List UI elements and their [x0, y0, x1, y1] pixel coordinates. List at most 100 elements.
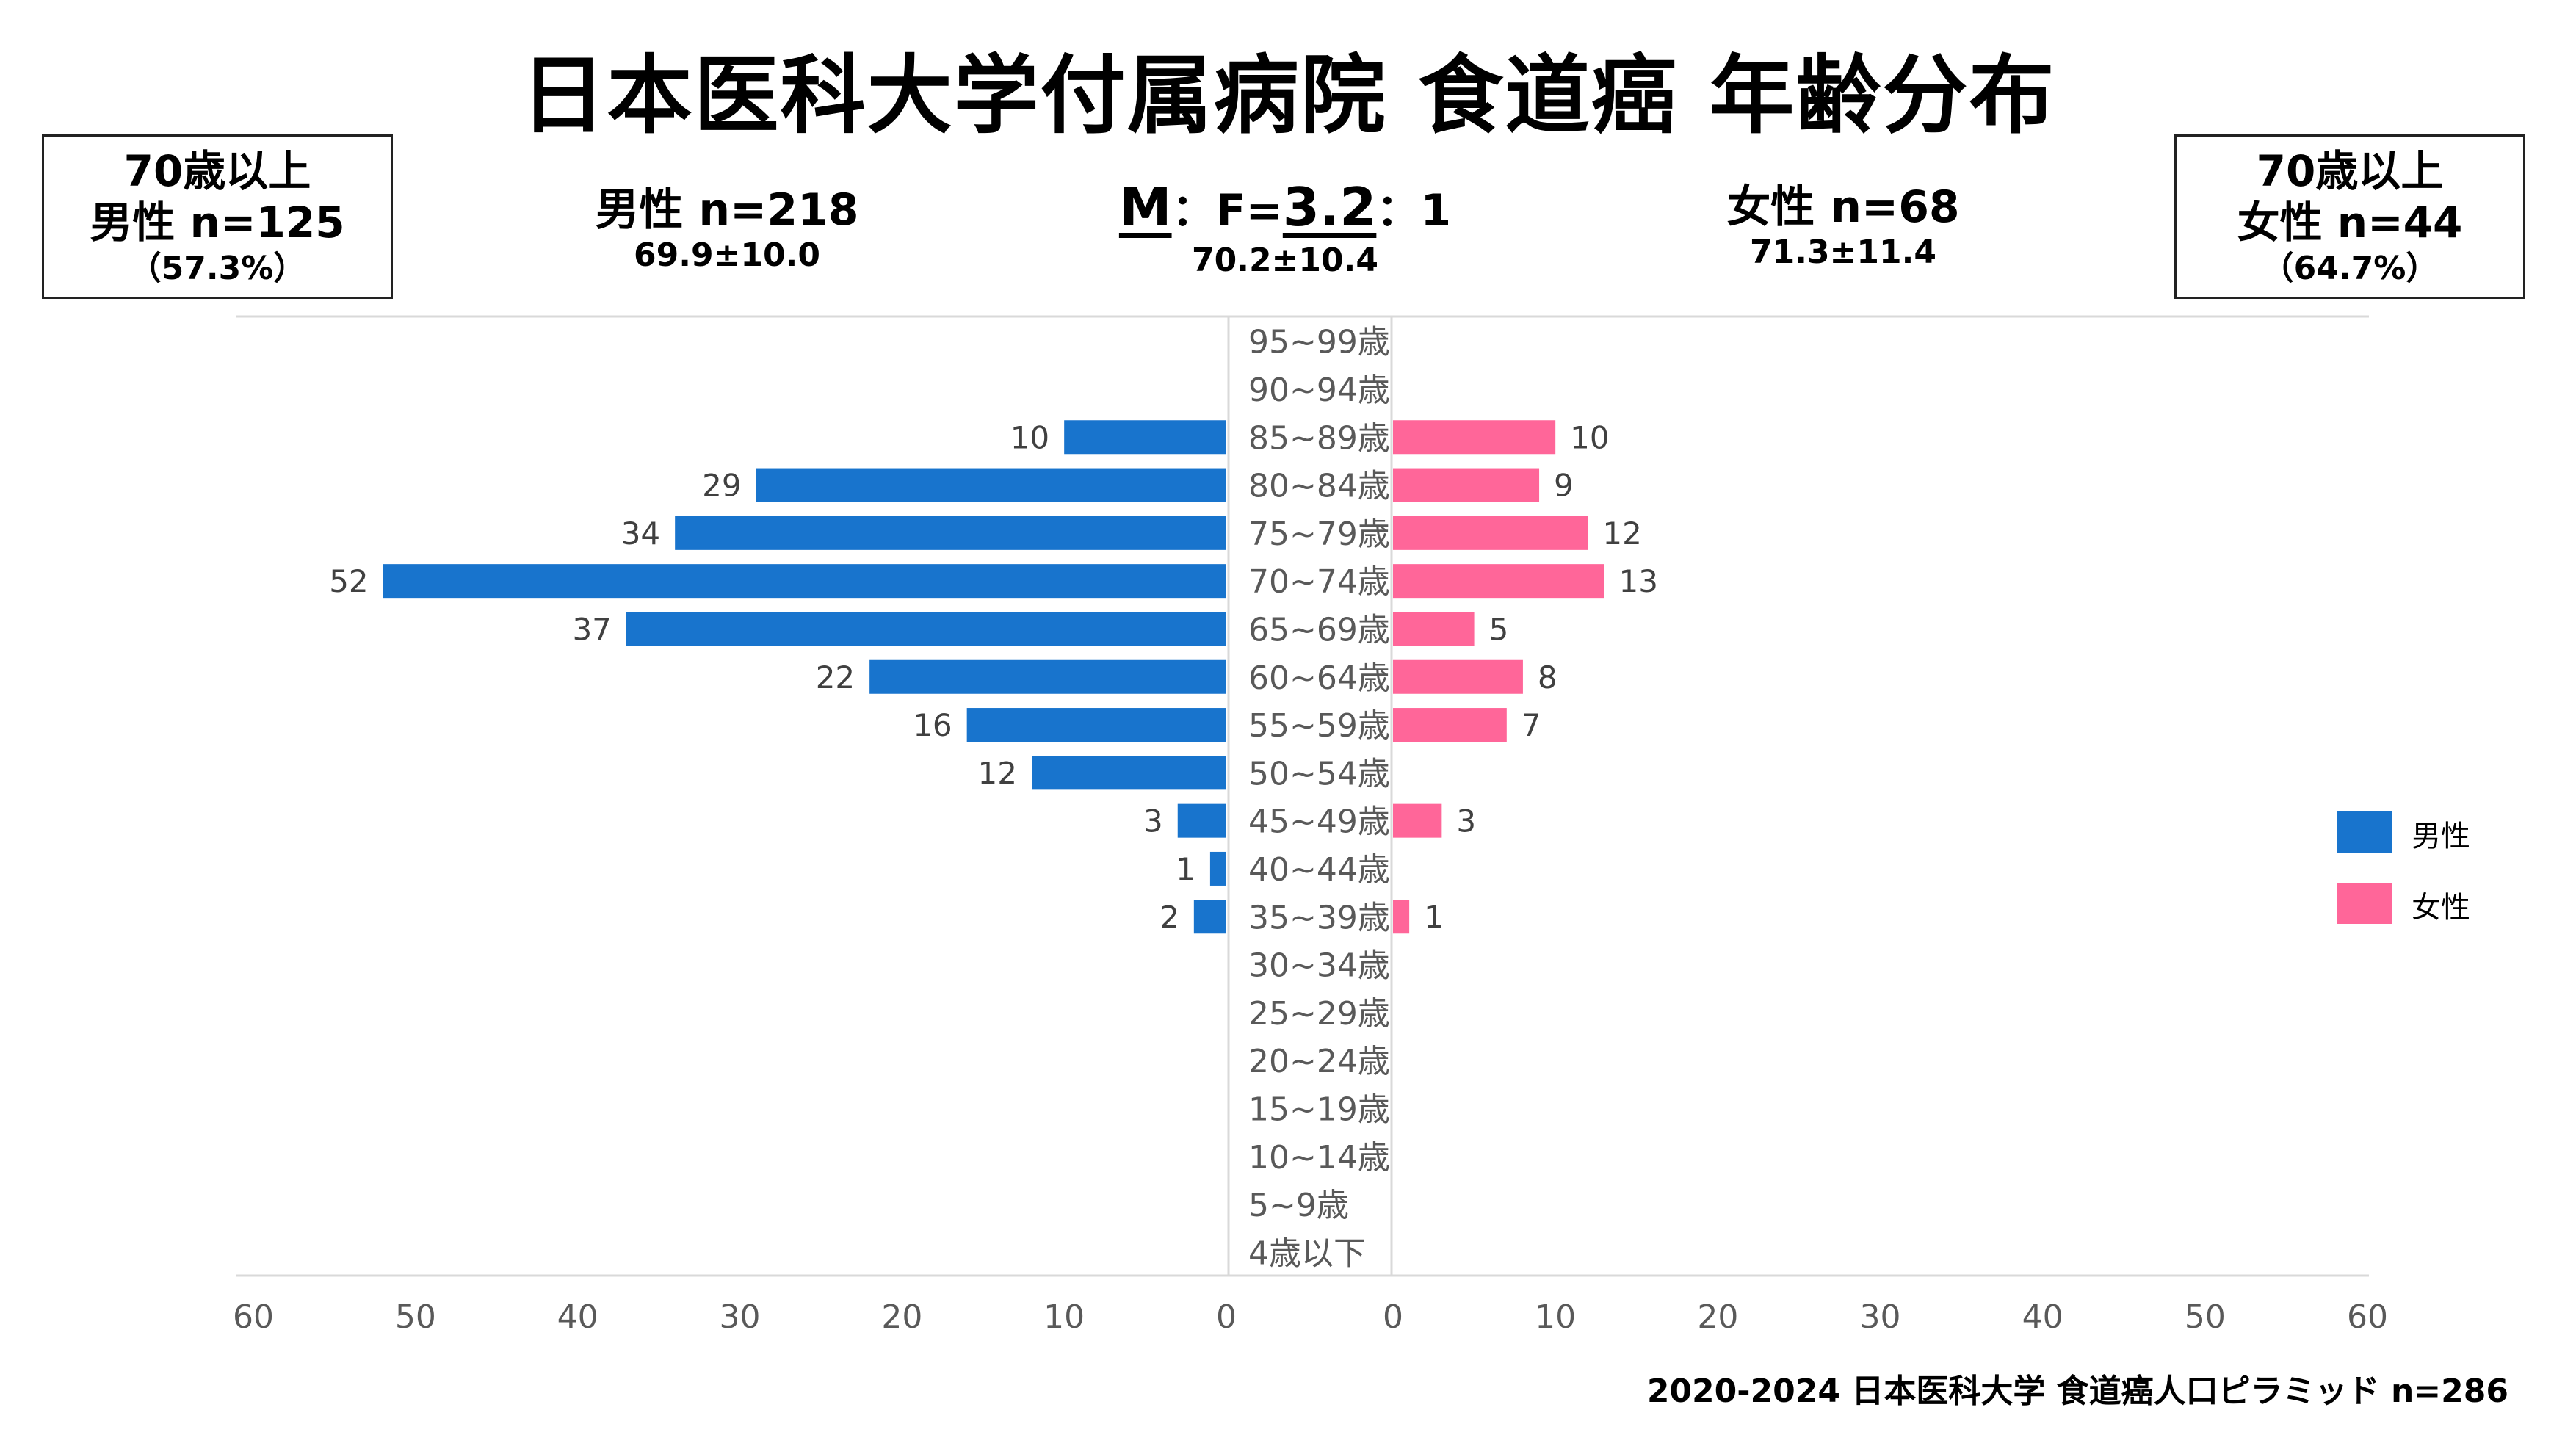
x-tick-label-left: 10: [1043, 1298, 1085, 1336]
male-bar: [626, 612, 1226, 646]
x-tick-label-right: 0: [1383, 1298, 1403, 1336]
male-value-label: 34: [621, 516, 660, 552]
male-bar: [1193, 900, 1226, 934]
x-tick-label-left: 50: [395, 1298, 436, 1336]
male-bar: [966, 708, 1226, 742]
female-bar: [1393, 708, 1507, 742]
male-value-label: 22: [816, 659, 855, 695]
age-group-label: 90~94歳: [1248, 372, 1390, 409]
age-group-label: 50~54歳: [1248, 755, 1390, 792]
female-70plus-heading: 70歳以上: [2256, 146, 2444, 196]
female-value-label: 5: [1489, 611, 1509, 647]
male-bar: [869, 659, 1226, 694]
male-70plus-box: 70歳以上 男性 n=125 （57.3%）: [42, 134, 393, 299]
female-70plus-percent: （64.7%）: [2261, 250, 2439, 287]
age-group-label: 25~29歳: [1248, 995, 1390, 1033]
x-tick-label-left: 60: [233, 1298, 274, 1336]
x-tick-label-right: 30: [1860, 1298, 1901, 1336]
female-value-label: 10: [1570, 419, 1609, 455]
age-group-label: 85~89歳: [1248, 419, 1390, 457]
age-group-label: 95~99歳: [1248, 324, 1390, 361]
age-group-label: 15~19歳: [1248, 1091, 1390, 1128]
x-tick-label-right: 20: [1697, 1298, 1738, 1336]
age-group-label: 70~74歳: [1248, 563, 1390, 601]
male-bar: [756, 468, 1226, 502]
female-summary: 女性 n=68 71.3±11.4: [1630, 181, 2056, 272]
x-tick-label-right: 60: [2347, 1298, 2388, 1336]
female-bar: [1393, 900, 1410, 934]
x-tick-label-left: 0: [1216, 1298, 1237, 1336]
male-bar: [1064, 420, 1226, 455]
legend-male-swatch: [2337, 811, 2392, 853]
ratio-mid: ：F=: [1171, 185, 1283, 236]
age-group-label: 30~34歳: [1248, 947, 1390, 985]
ratio-value: 3.2: [1282, 176, 1377, 238]
male-summary: 男性 n=218 69.9±10.0: [514, 184, 940, 275]
female-value-label: 13: [1619, 563, 1658, 599]
male-value-label: 29: [702, 468, 741, 504]
legend-female-swatch: [2337, 883, 2392, 924]
male-value-label: 10: [1010, 419, 1049, 455]
x-tick-label-right: 50: [2185, 1298, 2226, 1336]
male-value-label: 3: [1143, 803, 1163, 839]
legend-male-label: 男性: [2412, 820, 2470, 853]
age-group-label: 80~84歳: [1248, 468, 1390, 505]
female-mean-age: 71.3±11.4: [1750, 234, 1936, 271]
female-bar: [1393, 516, 1588, 550]
male-total: 男性 n=218: [595, 184, 859, 236]
female-bar: [1393, 420, 1556, 455]
age-group-label: 5~9歳: [1248, 1187, 1349, 1224]
age-group-label: 20~24歳: [1248, 1043, 1390, 1080]
female-value-label: 1: [1424, 899, 1444, 935]
sex-ratio: M：F=3.2：1: [1057, 176, 1513, 242]
male-70plus-count: 男性 n=125: [90, 198, 345, 247]
male-70plus-heading: 70歳以上: [123, 146, 311, 196]
age-group-label: 10~14歳: [1248, 1139, 1390, 1176]
male-value-label: 12: [978, 755, 1017, 791]
overall-mean-age: 70.2±10.4: [1192, 242, 1378, 279]
female-value-label: 9: [1554, 468, 1574, 504]
footer-caption: 2020-2024 日本医科大学 食道癌人口ピラミッド n=286: [1646, 1373, 2508, 1410]
male-value-label: 2: [1159, 899, 1179, 935]
female-bar: [1393, 803, 1442, 838]
ratio-m-label: M: [1118, 176, 1172, 238]
female-value-label: 8: [1538, 659, 1557, 695]
x-tick-label-left: 20: [881, 1298, 922, 1336]
female-bar: [1393, 468, 1540, 502]
male-value-label: 52: [329, 563, 368, 599]
x-tick-label-right: 10: [1535, 1298, 1576, 1336]
male-bar: [1177, 803, 1226, 838]
chart-title: 日本医科大学付属病院 食道癌 年齢分布: [520, 46, 2056, 145]
ratio-summary: M：F=3.2：1 70.2±10.4: [1057, 176, 1513, 280]
x-tick-label-right: 40: [2022, 1298, 2063, 1336]
female-bar: [1393, 564, 1604, 599]
male-bar: [1209, 851, 1226, 886]
female-bar: [1393, 612, 1475, 646]
male-mean-age: 69.9±10.0: [634, 236, 820, 274]
x-tick-label-left: 30: [720, 1298, 761, 1336]
male-value-label: 1: [1176, 851, 1195, 887]
legend-female-label: 女性: [2412, 891, 2470, 925]
female-70plus-box: 70歳以上 女性 n=44 （64.7%）: [2174, 134, 2525, 299]
female-value-label: 3: [1456, 803, 1476, 839]
female-total: 女性 n=68: [1726, 181, 1960, 233]
male-value-label: 16: [913, 707, 952, 743]
male-70plus-percent: （57.3%）: [129, 250, 306, 287]
male-bar: [1032, 756, 1226, 790]
age-group-label: 40~44歳: [1248, 851, 1390, 889]
male-bar: [383, 564, 1226, 599]
age-group-label: 55~59歳: [1248, 707, 1390, 745]
female-value-label: 7: [1522, 707, 1541, 743]
age-group-label: 75~79歳: [1248, 516, 1390, 553]
male-value-label: 37: [572, 611, 611, 647]
male-bar: [675, 516, 1226, 550]
age-group-label: 45~49歳: [1248, 803, 1390, 841]
x-tick-label-left: 40: [557, 1298, 598, 1336]
female-bar: [1393, 659, 1523, 694]
ratio-end: ：1: [1376, 185, 1452, 236]
age-group-label: 60~64歳: [1248, 659, 1390, 697]
age-group-label: 4歳以下: [1248, 1234, 1366, 1272]
female-70plus-count: 女性 n=44: [2237, 198, 2463, 247]
age-group-label: 35~39歳: [1248, 899, 1390, 936]
